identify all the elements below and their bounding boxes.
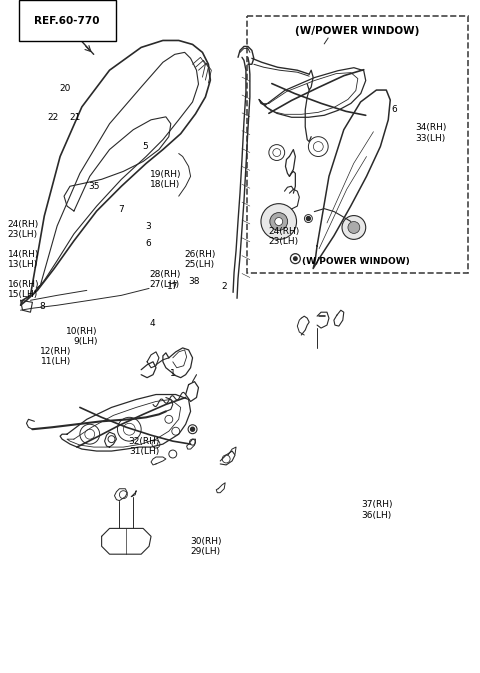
Circle shape [306, 217, 311, 221]
Circle shape [270, 213, 288, 230]
Circle shape [85, 429, 95, 439]
Circle shape [118, 417, 141, 441]
Circle shape [190, 439, 195, 445]
Text: 8: 8 [40, 302, 46, 311]
Text: 34(RH)
33(LH): 34(RH) 33(LH) [416, 123, 447, 143]
Circle shape [165, 415, 173, 423]
Text: (W/POWER WINDOW): (W/POWER WINDOW) [302, 257, 410, 267]
Text: 24(RH)
23(LH): 24(RH) 23(LH) [8, 220, 39, 240]
Text: 22: 22 [48, 113, 59, 122]
Text: (W/POWER WINDOW): (W/POWER WINDOW) [295, 26, 420, 36]
Circle shape [152, 440, 160, 448]
Bar [247, 16, 468, 273]
Text: 3: 3 [145, 222, 151, 231]
Circle shape [222, 455, 230, 463]
Circle shape [123, 423, 135, 435]
Text: 2: 2 [221, 282, 227, 291]
Text: 38: 38 [188, 277, 200, 286]
Text: 32(RH)
31(LH): 32(RH) 31(LH) [128, 437, 159, 456]
Text: 35: 35 [88, 182, 100, 191]
Circle shape [188, 425, 197, 433]
Circle shape [275, 217, 283, 225]
Text: 12(RH)
11(LH): 12(RH) 11(LH) [40, 347, 72, 366]
Circle shape [108, 435, 115, 443]
Text: 20: 20 [60, 83, 71, 93]
Circle shape [293, 256, 298, 261]
Text: 1: 1 [170, 369, 176, 378]
Circle shape [313, 141, 323, 151]
Text: 10(RH)
9(LH): 10(RH) 9(LH) [66, 327, 97, 346]
Text: 6: 6 [145, 238, 151, 248]
Circle shape [304, 215, 312, 223]
Circle shape [169, 450, 177, 458]
Text: 37(RH)
36(LH): 37(RH) 36(LH) [361, 500, 393, 520]
Text: 21: 21 [69, 113, 81, 122]
Text: 7: 7 [118, 205, 124, 214]
Circle shape [273, 149, 281, 157]
Text: REF.60-770: REF.60-770 [35, 15, 100, 26]
Circle shape [357, 234, 360, 238]
Circle shape [269, 145, 285, 160]
Circle shape [261, 204, 297, 240]
Circle shape [290, 254, 300, 264]
Text: 16(RH)
15(LH): 16(RH) 15(LH) [8, 280, 39, 299]
Text: 5: 5 [143, 142, 148, 151]
Circle shape [308, 137, 328, 157]
Text: 28(RH)
27(LH): 28(RH) 27(LH) [150, 270, 181, 289]
Circle shape [191, 427, 194, 431]
Circle shape [172, 427, 180, 435]
Circle shape [342, 215, 366, 240]
Text: 19(RH)
18(LH): 19(RH) 18(LH) [150, 170, 181, 189]
Text: 17: 17 [167, 282, 179, 291]
Circle shape [348, 221, 360, 234]
Circle shape [80, 424, 100, 444]
Text: 6: 6 [392, 105, 397, 114]
Text: 26(RH)
25(LH): 26(RH) 25(LH) [184, 250, 216, 269]
Text: 30(RH)
29(LH): 30(RH) 29(LH) [190, 537, 222, 557]
Text: 14(RH)
13(LH): 14(RH) 13(LH) [8, 250, 39, 269]
Text: 4: 4 [150, 318, 156, 328]
Text: 24(RH)
23(LH): 24(RH) 23(LH) [268, 227, 300, 246]
Circle shape [120, 491, 127, 499]
